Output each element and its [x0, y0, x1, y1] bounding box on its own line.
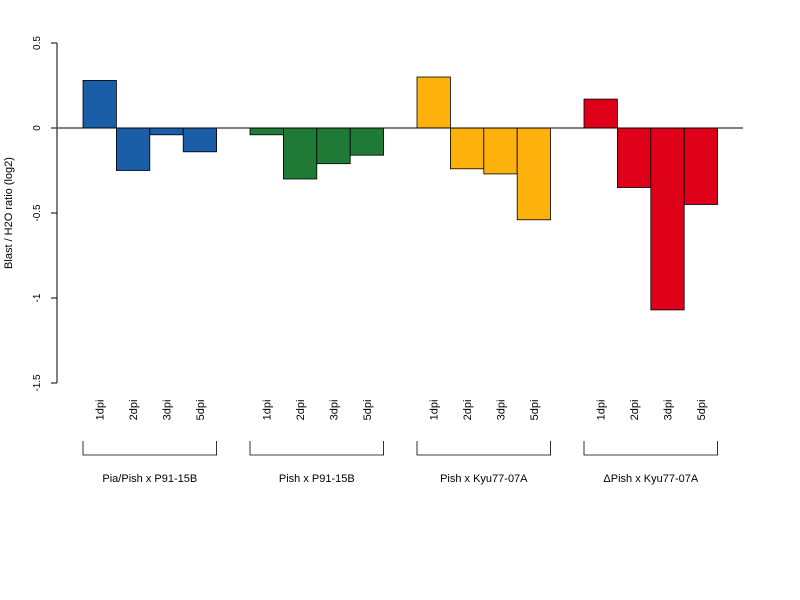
group-bracket: [249, 441, 384, 456]
bar-2-1: [449, 127, 485, 170]
group-label: Pia/Pish x P91-15B: [102, 473, 197, 485]
bars-layer: [82, 76, 719, 311]
bar-1-2: [316, 127, 351, 165]
group-brackets: Pia/Pish x P91-15B Pish x P91-15B Pish x K…: [82, 441, 718, 485]
category-label: 5dpi: [195, 400, 207, 421]
group-label: Pish x Kyu77-07A: [440, 473, 528, 485]
category-label: 2dpi: [128, 400, 140, 421]
category-label: 5dpi: [696, 400, 708, 421]
category-label: 1dpi: [596, 400, 608, 421]
bar-0-3: [182, 127, 217, 153]
category-label: 1dpi: [429, 400, 441, 421]
bar-3-2: [650, 127, 685, 311]
category-labels: 1dpi 2dpi 3dpi 5dpi 1dpi 2dpi 3dpi 5dpi 1dpi 2dpi…: [95, 400, 708, 421]
category-label: 3dpi: [162, 400, 174, 421]
bar-0-1: [116, 127, 151, 171]
category-label: 2dpi: [629, 400, 641, 421]
y-axis-title: Blast / H2O ratio (log2): [3, 157, 15, 269]
category-label: 1dpi: [262, 400, 274, 421]
category-label: 2dpi: [295, 400, 307, 421]
group-label: Pish x P91-15B: [279, 473, 355, 485]
bar-3-0: [583, 98, 618, 129]
y-tick-label: -1.5: [32, 374, 43, 392]
category-label: 3dpi: [496, 400, 508, 421]
bar-2-0: [416, 76, 451, 129]
group-bracket: [416, 441, 551, 456]
category-label: 3dpi: [663, 400, 675, 421]
bar-2-3: [516, 127, 552, 221]
y-tick-label: 0: [32, 125, 43, 131]
category-label: 5dpi: [529, 400, 541, 421]
bar-1-1: [282, 127, 318, 180]
group-bracket: [583, 441, 718, 456]
bar-2-2: [483, 127, 518, 175]
y-tick-label: -1: [32, 293, 43, 302]
group-label: ΔPish x Kyu77-07A: [603, 473, 698, 485]
category-label: 1dpi: [95, 400, 107, 421]
y-tick-label: 0.5: [32, 36, 43, 50]
category-label: 5dpi: [362, 400, 374, 421]
bar-3-1: [617, 127, 652, 188]
y-tick-label: -0.5: [32, 204, 43, 222]
y-axis: 0.5 0 -0.5 -1 -1.5: [32, 36, 58, 392]
bar-3-3: [683, 127, 719, 205]
bar-1-3: [349, 127, 385, 156]
category-label: 2dpi: [462, 400, 474, 421]
bar-1-0: [249, 127, 284, 136]
bar-0-2: [149, 127, 184, 136]
category-label: 3dpi: [329, 400, 341, 421]
group-bracket: [82, 441, 217, 456]
bar-0-0: [82, 80, 117, 129]
